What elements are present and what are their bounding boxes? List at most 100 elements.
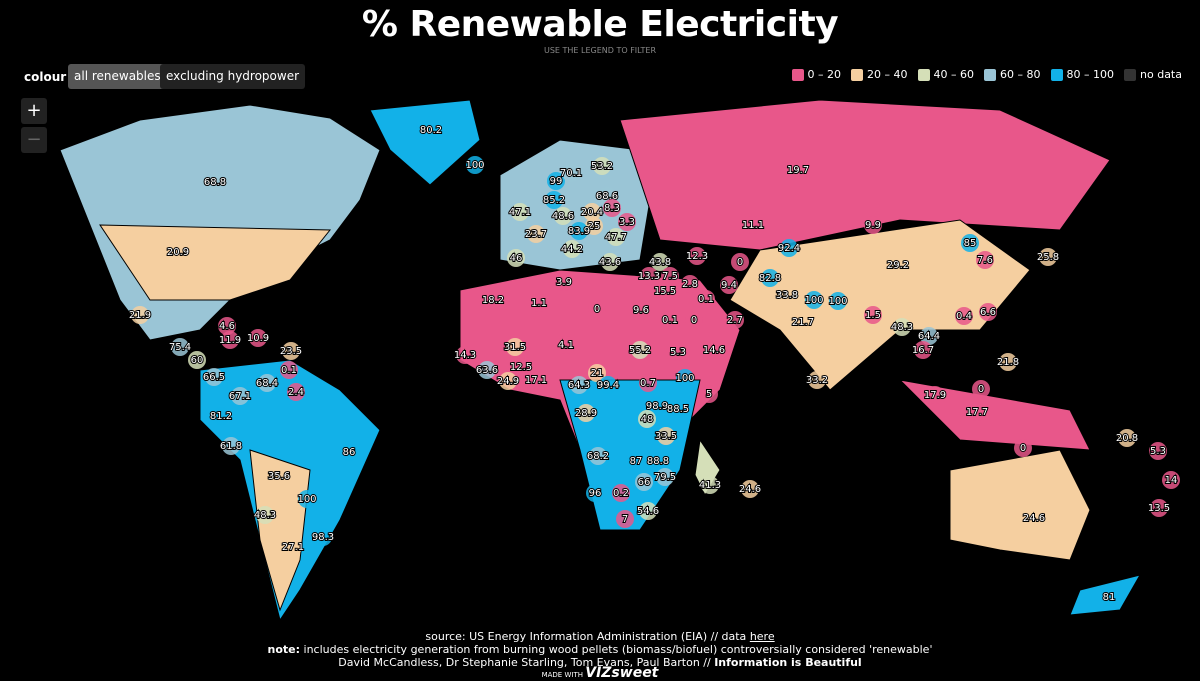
region-marker — [607, 228, 625, 246]
region-marker — [676, 369, 694, 387]
region-label: 13.5 — [1148, 503, 1170, 514]
legend-item[interactable]: 0 – 20 — [791, 68, 841, 81]
region-label: 20.8 — [1116, 433, 1138, 444]
colour-label: colour — [24, 70, 67, 84]
region-marker — [1118, 429, 1136, 447]
legend-item[interactable]: 20 – 40 — [851, 68, 908, 81]
legend-item[interactable]: 40 – 60 — [917, 68, 975, 81]
region-label: 92.4 — [778, 243, 800, 254]
region-marker — [188, 351, 206, 369]
zoom-out[interactable]: − — [21, 127, 47, 153]
region-label: 47.1 — [509, 207, 531, 218]
region-marker — [640, 267, 658, 285]
region-label: 24.9 — [497, 376, 519, 387]
region-label: 0 — [594, 304, 600, 315]
legend-label: 40 – 60 — [933, 68, 975, 81]
legend-item[interactable]: 80 – 100 — [1050, 68, 1115, 81]
region-marker — [131, 306, 149, 324]
region-marker — [864, 306, 882, 324]
data-link[interactable]: here — [749, 630, 775, 643]
region-label: 87 — [630, 456, 643, 467]
title: % Renewable Electricity — [361, 4, 839, 45]
region-marker — [976, 251, 994, 269]
region-marker — [588, 364, 606, 382]
region-marker — [744, 216, 762, 234]
region-marker — [1025, 509, 1043, 527]
region-label: 5.3 — [1150, 446, 1166, 457]
region-label: 31.5 — [504, 342, 526, 353]
region-marker — [681, 275, 699, 293]
region-marker — [685, 311, 703, 329]
region-marker — [893, 318, 911, 336]
region-label: 17.9 — [924, 390, 946, 401]
region-marker — [1014, 439, 1032, 457]
region-label: 100 — [828, 296, 847, 307]
region-marker — [639, 502, 657, 520]
region-marker — [612, 484, 630, 502]
region-marker — [778, 286, 796, 304]
region-label: 21.7 — [792, 317, 814, 328]
region-label: 81.2 — [210, 411, 232, 422]
button[interactable]: excluding hydropower — [160, 64, 306, 89]
region-marker — [649, 452, 667, 470]
region-marker — [720, 276, 738, 294]
legend-label: 80 – 100 — [1066, 68, 1115, 81]
region-label: 7.5 — [662, 271, 678, 282]
region-marker — [205, 368, 223, 386]
region-marker — [249, 329, 267, 347]
region-marker — [635, 473, 653, 491]
legend-label: no data — [1140, 68, 1182, 81]
region-marker — [231, 387, 249, 405]
region-label: 64.3 — [568, 380, 590, 391]
legend-item[interactable]: 60 – 80 — [984, 68, 1041, 81]
region-marker — [961, 234, 979, 252]
region-label: 27.1 — [282, 542, 304, 553]
legend-item[interactable]: no data — [1124, 68, 1182, 81]
region-marker — [701, 476, 719, 494]
region-marker — [484, 291, 502, 309]
region-label: 98.9 — [646, 401, 668, 412]
region-marker — [632, 301, 650, 319]
region-marker — [1039, 248, 1057, 266]
region-marker — [282, 342, 300, 360]
region-marker — [700, 385, 718, 403]
region-marker — [499, 372, 517, 390]
region-label: 88.5 — [667, 404, 689, 415]
region-label: 63.6 — [476, 365, 498, 376]
region-marker — [829, 292, 847, 310]
region-label: 66 — [638, 477, 651, 488]
button[interactable]: all renewables — [68, 64, 167, 89]
region-label: 82.8 — [759, 273, 781, 284]
region-label: 100 — [297, 494, 316, 505]
legend-swatch — [1124, 68, 1137, 81]
region-label: 2.8 — [682, 279, 698, 290]
region-label: 48 — [641, 414, 654, 425]
region-marker — [808, 371, 826, 389]
region-marker — [287, 383, 305, 401]
credits: David McCandless, Dr Stephanie Starling,… — [338, 656, 711, 669]
region-label: 11.1 — [742, 220, 764, 231]
region-label: 85 — [964, 238, 977, 249]
region-marker — [506, 338, 524, 356]
region-marker — [805, 291, 823, 309]
region-marker — [914, 341, 932, 359]
region-marker — [554, 207, 572, 225]
region-marker — [507, 249, 525, 267]
region-label: 14.6 — [703, 345, 725, 356]
region-label: 47.7 — [605, 232, 627, 243]
region-label: 99.4 — [597, 380, 619, 391]
region-label: 33.2 — [806, 375, 828, 386]
note-label: note: — [267, 643, 301, 656]
region-label: 96 — [589, 488, 602, 499]
legend-swatch — [917, 68, 930, 81]
note: includes electricity generation from bur… — [303, 643, 933, 656]
region-marker — [314, 528, 332, 546]
region-label: 19.7 — [787, 165, 809, 176]
region-label: 0.4 — [956, 311, 972, 322]
legend-swatch — [1050, 68, 1063, 81]
region-marker — [761, 269, 779, 287]
zoom-in[interactable]: + — [21, 98, 47, 124]
region-marker — [661, 311, 679, 329]
region-marker — [422, 121, 440, 139]
region-marker — [926, 386, 944, 404]
